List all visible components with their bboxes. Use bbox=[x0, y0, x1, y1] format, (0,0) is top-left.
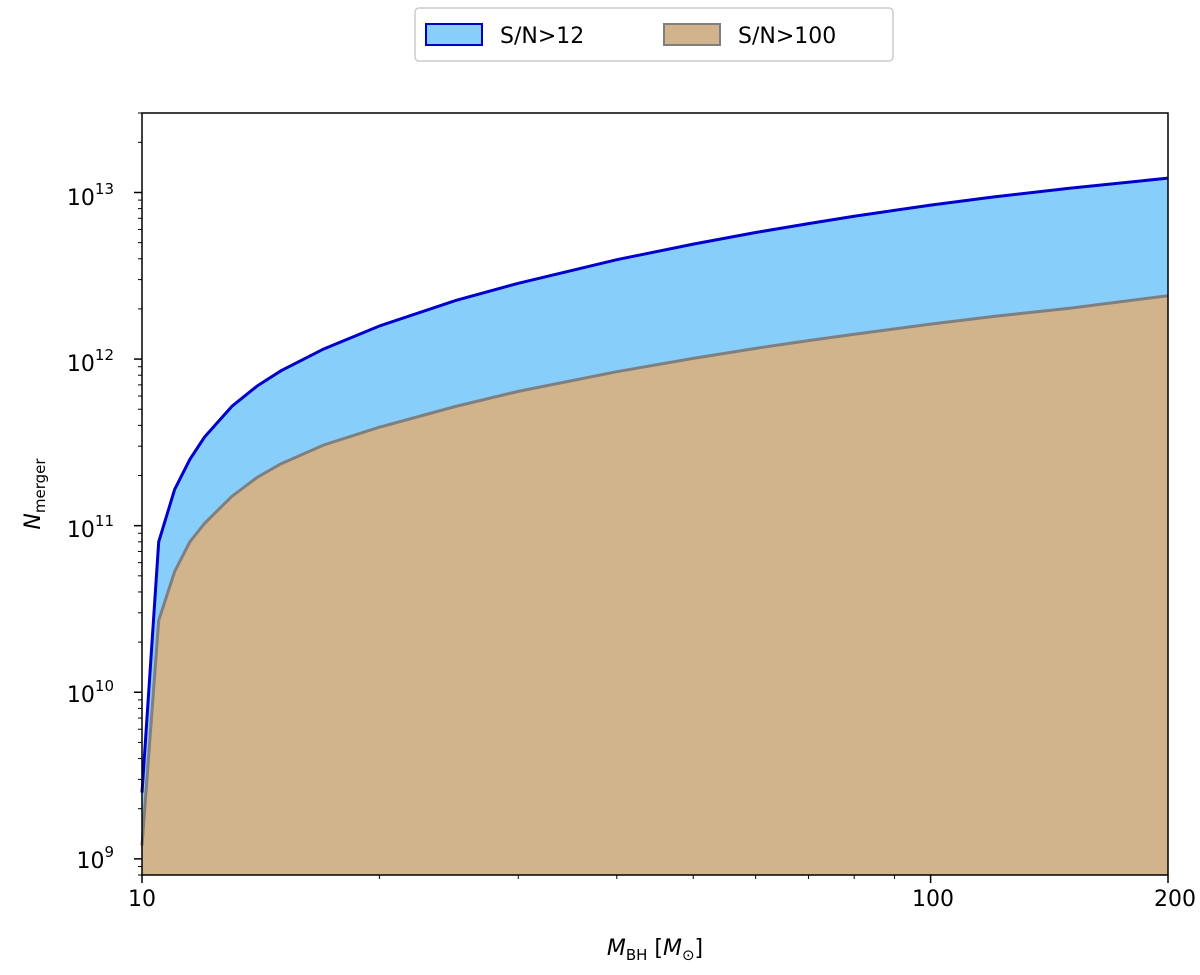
y-tick-labels: 109 1010 1011 1012 1013 bbox=[67, 180, 114, 874]
y-tick-label-1e12: 1012 bbox=[67, 346, 114, 377]
x-tick-labels: 10 100 200 bbox=[128, 887, 1196, 912]
legend-label-s12: S/N>12 bbox=[500, 24, 584, 49]
y-tick-label-1e10: 1010 bbox=[67, 677, 114, 708]
x-axis bbox=[141, 875, 1169, 883]
y-axis-label: Nmerger bbox=[21, 458, 49, 530]
legend-swatch-s100 bbox=[663, 23, 721, 46]
y-tick-label-1e9: 109 bbox=[76, 843, 114, 874]
x-tick-label-10: 10 bbox=[128, 887, 156, 912]
y-tick-label-1e11: 1011 bbox=[67, 512, 114, 543]
x-axis-label: MBH [M⊙] bbox=[607, 936, 703, 964]
legend: S/N>12 S/N>100 bbox=[414, 7, 894, 62]
legend-label-s100: S/N>100 bbox=[738, 24, 836, 49]
y-axis bbox=[134, 112, 142, 876]
area-series-s100 bbox=[142, 295, 1168, 875]
x-tick-label-200: 200 bbox=[1154, 887, 1196, 912]
legend-swatch-s12 bbox=[425, 23, 483, 46]
line-series-s12 bbox=[140, 176, 1169, 793]
plot-frame bbox=[141, 112, 1169, 876]
x-tick-label-100: 100 bbox=[912, 887, 954, 912]
y-tick-label-1e13: 1013 bbox=[67, 180, 114, 211]
legend-frame bbox=[414, 7, 894, 62]
line-series-s100 bbox=[140, 294, 1169, 846]
plot-area bbox=[140, 112, 1169, 876]
